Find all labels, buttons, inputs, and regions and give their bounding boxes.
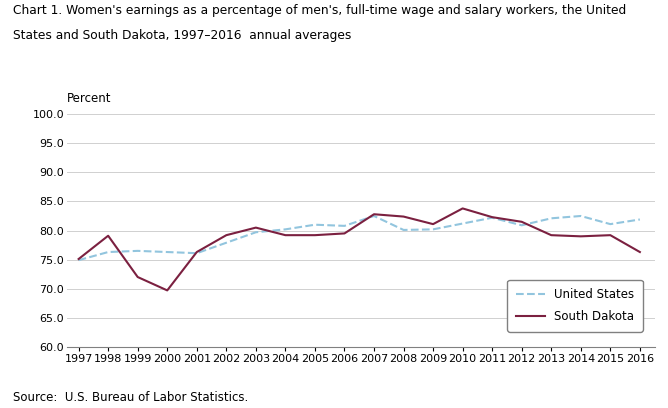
United States [104, 250, 112, 255]
South Dakota [104, 233, 112, 238]
Line: South Dakota: South Dakota [79, 208, 640, 290]
South Dakota [488, 215, 496, 220]
Text: Percent: Percent [67, 92, 112, 105]
South Dakota [134, 275, 142, 279]
United States [252, 230, 260, 235]
South Dakota [429, 222, 437, 226]
South Dakota [370, 212, 378, 217]
United States [134, 248, 142, 253]
South Dakota [547, 233, 555, 237]
United States [547, 216, 555, 221]
United States [576, 213, 584, 218]
South Dakota [576, 234, 584, 239]
United States [636, 217, 644, 222]
South Dakota [75, 257, 83, 262]
South Dakota [518, 220, 526, 224]
South Dakota [341, 231, 349, 236]
United States [341, 224, 349, 228]
South Dakota [193, 250, 201, 255]
Line: United States: United States [79, 216, 640, 260]
United States [399, 228, 407, 233]
South Dakota [163, 288, 171, 293]
South Dakota [281, 233, 289, 237]
South Dakota [459, 206, 467, 211]
Text: States and South Dakota, 1997–2016  annual averages: States and South Dakota, 1997–2016 annua… [13, 29, 352, 42]
South Dakota [252, 225, 260, 230]
United States [429, 227, 437, 232]
United States [459, 221, 467, 226]
United States [163, 250, 171, 255]
United States [370, 213, 378, 218]
United States [281, 227, 289, 232]
Text: Source:  U.S. Bureau of Labor Statistics.: Source: U.S. Bureau of Labor Statistics. [13, 391, 248, 404]
Legend: United States, South Dakota: United States, South Dakota [507, 279, 643, 332]
South Dakota [607, 233, 615, 237]
United States [518, 223, 526, 228]
United States [311, 222, 319, 227]
Text: Chart 1. Women's earnings as a percentage of men's, full-time wage and salary wo: Chart 1. Women's earnings as a percentag… [13, 4, 627, 17]
South Dakota [311, 233, 319, 237]
South Dakota [399, 214, 407, 219]
United States [607, 222, 615, 226]
United States [488, 215, 496, 220]
South Dakota [222, 233, 230, 237]
South Dakota [636, 250, 644, 255]
United States [193, 251, 201, 256]
United States [75, 258, 83, 263]
United States [222, 240, 230, 245]
